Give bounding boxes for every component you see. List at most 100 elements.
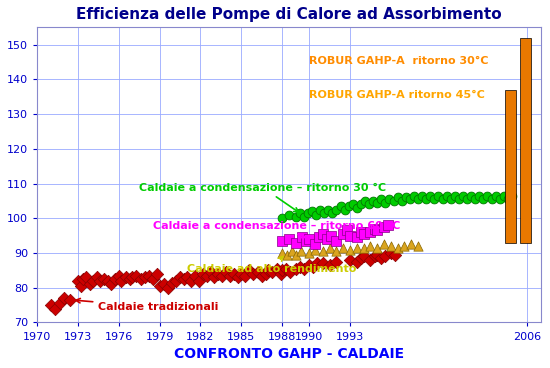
Point: [276, 271, 285, 277]
Point: [245, 268, 254, 273]
Point: [438, 196, 447, 202]
Point: [106, 281, 115, 287]
Point: [175, 275, 184, 280]
Point: [499, 193, 508, 199]
Point: [51, 306, 59, 312]
Point: [422, 196, 431, 202]
Point: [387, 250, 395, 256]
Point: [332, 248, 341, 254]
Point: [291, 213, 300, 219]
Point: [315, 234, 323, 240]
Point: [278, 215, 287, 221]
Point: [148, 276, 157, 282]
Point: [324, 207, 333, 213]
Point: [370, 226, 379, 231]
Point: [434, 193, 443, 199]
Point: [345, 247, 354, 252]
Text: Caldaie a condensazione – ritorno 60 °C: Caldaie a condensazione – ritorno 60 °C: [153, 221, 400, 238]
Point: [426, 193, 434, 199]
Point: [291, 240, 300, 245]
Point: [343, 227, 351, 233]
Point: [503, 196, 512, 202]
Point: [384, 222, 393, 228]
Point: [278, 268, 287, 273]
Point: [328, 210, 337, 216]
Point: [163, 285, 172, 291]
Point: [100, 276, 108, 282]
Text: ROBUR GAHP-A ritorno 45°C: ROBUR GAHP-A ritorno 45°C: [309, 91, 485, 100]
Point: [278, 250, 287, 256]
Point: [467, 193, 476, 199]
Point: [278, 238, 287, 244]
Point: [361, 198, 370, 204]
Point: [241, 273, 250, 279]
Point: [307, 208, 316, 214]
Point: [155, 283, 164, 289]
Point: [373, 200, 382, 206]
Point: [373, 245, 382, 251]
Point: [320, 210, 328, 216]
Point: [46, 302, 55, 308]
Point: [136, 276, 145, 282]
Point: [459, 193, 468, 199]
Point: [313, 261, 322, 266]
Point: [186, 278, 195, 284]
Point: [253, 269, 262, 275]
Text: Caldaie ad alto rendimento: Caldaie ad alto rendimento: [187, 256, 356, 274]
Bar: [505, 90, 516, 243]
Point: [325, 245, 334, 251]
Point: [316, 207, 324, 213]
Point: [79, 276, 88, 282]
Point: [272, 266, 281, 272]
Point: [117, 278, 126, 284]
Point: [284, 236, 293, 242]
Point: [114, 273, 123, 279]
Point: [92, 275, 101, 280]
Point: [222, 269, 230, 275]
X-axis label: CONFRONTO GAHP - CALDAIE: CONFRONTO GAHP - CALDAIE: [174, 347, 404, 361]
Point: [379, 224, 388, 230]
Point: [318, 248, 327, 254]
Point: [407, 241, 416, 247]
Point: [210, 275, 218, 280]
Point: [125, 276, 134, 282]
Point: [299, 213, 308, 219]
Point: [160, 281, 168, 287]
Point: [483, 193, 492, 199]
Point: [234, 275, 243, 280]
Point: [463, 196, 471, 202]
Point: [353, 205, 361, 211]
Point: [86, 281, 95, 287]
Point: [379, 241, 388, 247]
Point: [405, 196, 414, 202]
Point: [195, 278, 204, 284]
Point: [400, 243, 409, 249]
Point: [299, 266, 308, 272]
Point: [144, 273, 153, 279]
Point: [95, 278, 104, 284]
Point: [318, 261, 327, 266]
Point: [414, 196, 422, 202]
Point: [397, 198, 406, 204]
Point: [353, 245, 361, 251]
Point: [385, 196, 394, 202]
Point: [302, 238, 311, 244]
Point: [389, 198, 398, 204]
Point: [74, 278, 82, 284]
Point: [203, 273, 212, 279]
Point: [479, 196, 488, 202]
Point: [491, 193, 500, 199]
Point: [305, 250, 314, 256]
Point: [381, 254, 390, 259]
Point: [366, 243, 375, 249]
Point: [345, 257, 354, 263]
Point: [390, 252, 399, 258]
Title: Efficienza delle Pompe di Calore ad Assorbimento: Efficienza delle Pompe di Calore ad Asso…: [76, 7, 502, 22]
Point: [132, 273, 141, 279]
Point: [353, 259, 361, 265]
Point: [345, 233, 354, 238]
Text: ROBUR GAHP-A  ritorno 30°C: ROBUR GAHP-A ritorno 30°C: [309, 56, 489, 66]
Point: [152, 271, 161, 277]
Point: [190, 273, 199, 279]
Point: [339, 231, 348, 237]
